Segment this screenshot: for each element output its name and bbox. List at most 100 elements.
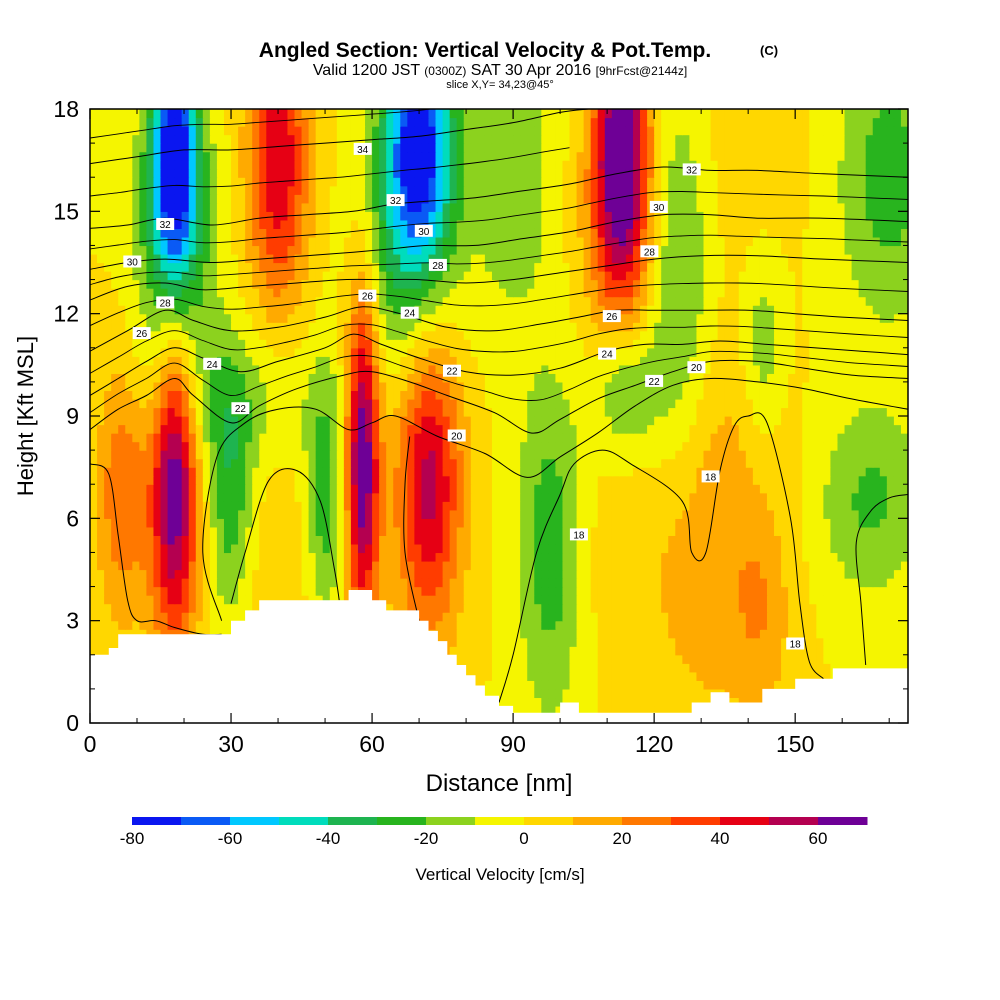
velocity-cell: [583, 646, 592, 656]
velocity-cell: [696, 552, 705, 562]
velocity-cell: [329, 424, 338, 434]
velocity-cell: [470, 441, 479, 451]
velocity-cell: [724, 364, 733, 374]
velocity-cell: [125, 620, 133, 630]
velocity-cell: [788, 416, 796, 426]
velocity-cell: [491, 595, 500, 605]
velocity-cell: [654, 586, 662, 596]
velocity-cell: [844, 458, 853, 468]
velocity-cell: [668, 637, 676, 647]
velocity-cell: [900, 629, 908, 639]
velocity-cell: [830, 535, 839, 545]
velocity-cell: [731, 526, 740, 536]
velocity-cell: [611, 356, 620, 366]
velocity-cell: [315, 398, 324, 409]
velocity-cell: [893, 364, 902, 374]
velocity-cell: [837, 586, 846, 596]
velocity-cell: [111, 595, 119, 605]
velocity-cell: [527, 450, 535, 460]
velocity-cell: [640, 390, 648, 400]
velocity-cell: [618, 390, 627, 400]
velocity-cell: [520, 373, 528, 383]
velocity-cell: [294, 560, 303, 571]
velocity-cell: [795, 381, 803, 392]
velocity-cell: [604, 458, 613, 468]
velocity-cell: [830, 552, 839, 562]
velocity-cell: [766, 407, 775, 417]
velocity-cell: [583, 578, 592, 588]
velocity-cell: [407, 458, 415, 468]
velocity-cell: [802, 416, 810, 426]
velocity-cell: [252, 535, 260, 545]
velocity-cell: [160, 381, 169, 392]
velocity-cell: [513, 697, 521, 707]
velocity-cell: [118, 595, 126, 605]
velocity-cell: [527, 688, 535, 699]
velocity-cell: [174, 467, 183, 477]
velocity-cell: [823, 637, 832, 647]
velocity-cell: [731, 475, 740, 485]
velocity-cell: [590, 433, 599, 443]
velocity-cell: [287, 543, 296, 554]
velocity-cell: [372, 578, 380, 588]
velocity-cell: [830, 603, 839, 613]
velocity-cell: [280, 356, 289, 366]
velocity-cell: [611, 646, 620, 656]
velocity-cell: [421, 364, 430, 374]
velocity-cell: [322, 467, 331, 477]
velocity-cell: [781, 612, 789, 622]
velocity-cell: [858, 424, 867, 434]
velocity-cell: [386, 595, 394, 605]
velocity-cell: [823, 416, 832, 426]
velocity-cell: [682, 467, 690, 477]
velocity-cell: [118, 484, 126, 494]
velocity-cell: [435, 526, 444, 536]
velocity-cell: [745, 560, 754, 571]
velocity-cell: [731, 671, 740, 681]
velocity-cell: [668, 441, 676, 451]
velocity-cell: [696, 646, 705, 656]
velocity-cell: [421, 390, 430, 400]
velocity-cell: [562, 629, 571, 639]
velocity-cell: [216, 578, 225, 588]
velocity-cell: [428, 535, 437, 545]
velocity-cell: [632, 543, 641, 554]
velocity-cell: [640, 407, 648, 417]
velocity-cell: [879, 663, 888, 673]
velocity-cell: [294, 526, 303, 536]
velocity-cell: [308, 398, 317, 409]
velocity-cell: [661, 467, 669, 477]
velocity-cell: [703, 637, 712, 647]
velocity-cell: [407, 543, 415, 554]
velocity-cell: [470, 356, 479, 366]
velocity-cell: [879, 603, 888, 613]
velocity-cell: [618, 688, 627, 699]
velocity-cell: [597, 526, 606, 536]
velocity-cell: [555, 509, 564, 519]
velocity-cell: [174, 364, 183, 374]
velocity-cell: [153, 526, 162, 536]
velocity-cell: [802, 569, 810, 579]
velocity-cell: [202, 441, 211, 451]
velocity-cell: [893, 535, 902, 545]
velocity-cell: [527, 654, 535, 664]
velocity-cell: [357, 578, 366, 588]
velocity-cell: [421, 518, 430, 528]
velocity-cell: [689, 467, 698, 477]
velocity-cell: [153, 569, 162, 579]
velocity-cell: [710, 680, 719, 690]
velocity-cell: [365, 407, 373, 417]
velocity-cell: [872, 569, 881, 579]
velocity-cell: [872, 475, 881, 485]
velocity-cell: [209, 620, 218, 630]
velocity-cell: [456, 373, 465, 383]
velocity-cell: [604, 467, 613, 477]
velocity-cell: [442, 424, 451, 434]
velocity-cell: [661, 671, 669, 681]
velocity-cell: [548, 595, 557, 605]
velocity-cell: [576, 578, 585, 588]
velocity-cell: [520, 603, 528, 613]
velocity-cell: [421, 398, 430, 409]
velocity-cell: [188, 475, 197, 485]
velocity-cell: [287, 433, 296, 443]
